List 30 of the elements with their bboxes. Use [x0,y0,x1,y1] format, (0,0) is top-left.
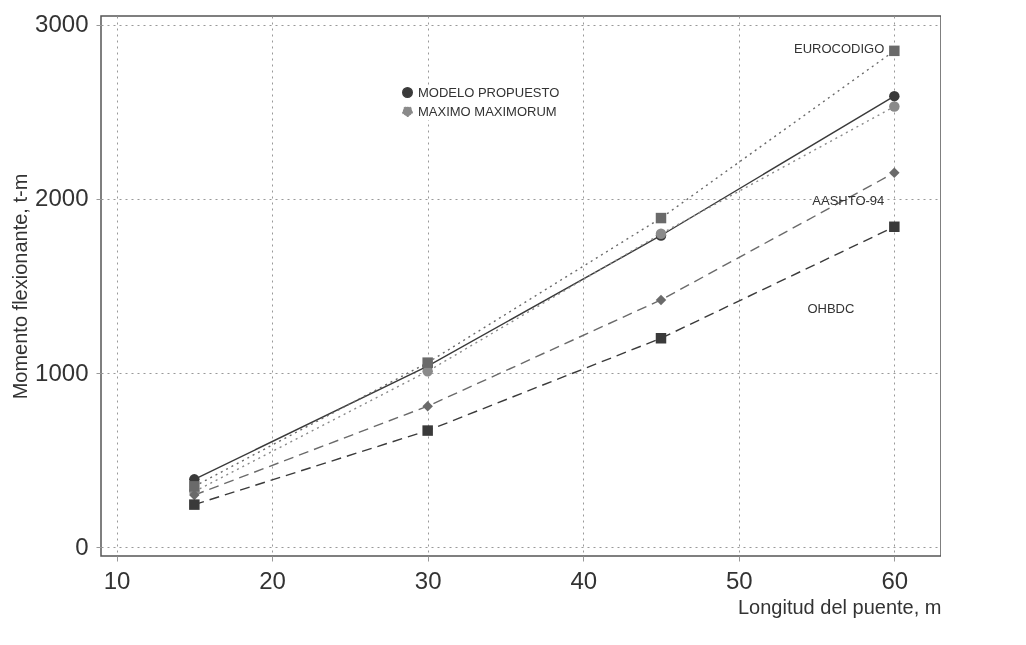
x-tick-label: 60 [881,566,909,594]
point [655,333,667,344]
y-tick-label: 0 [75,532,89,560]
point [655,212,667,224]
point [889,45,900,57]
x-tick-label: 40 [570,566,598,594]
x-tick-label: 20 [259,566,286,594]
x-tick-label: 30 [414,566,442,594]
point [889,167,900,179]
point [889,101,900,112]
y-axis-title: Momento flexionante, t-m [9,173,32,400]
series-label: AASHTO-94 [812,192,885,208]
y-tick-label: 1000 [35,358,89,386]
text: OHBDC [807,300,855,316]
point [422,400,433,412]
point [889,90,900,102]
x-tick-label: 50 [725,566,753,594]
point [422,357,433,368]
series-label: EUROCODIGO [794,40,885,56]
y-tick-label: 2000 [35,184,89,212]
point [655,294,667,306]
legend-label: MAXIMO MAXIMORUM [418,103,557,119]
point [189,499,200,510]
x-tick-label: 10 [103,566,131,594]
y-tick-label: 3000 [35,10,89,38]
point [189,481,200,492]
point [889,221,900,233]
x-axis-title: Longitud del puente, m [738,595,942,618]
legend-label: MODELO PROPUESTO [418,84,560,100]
point [422,425,433,436]
